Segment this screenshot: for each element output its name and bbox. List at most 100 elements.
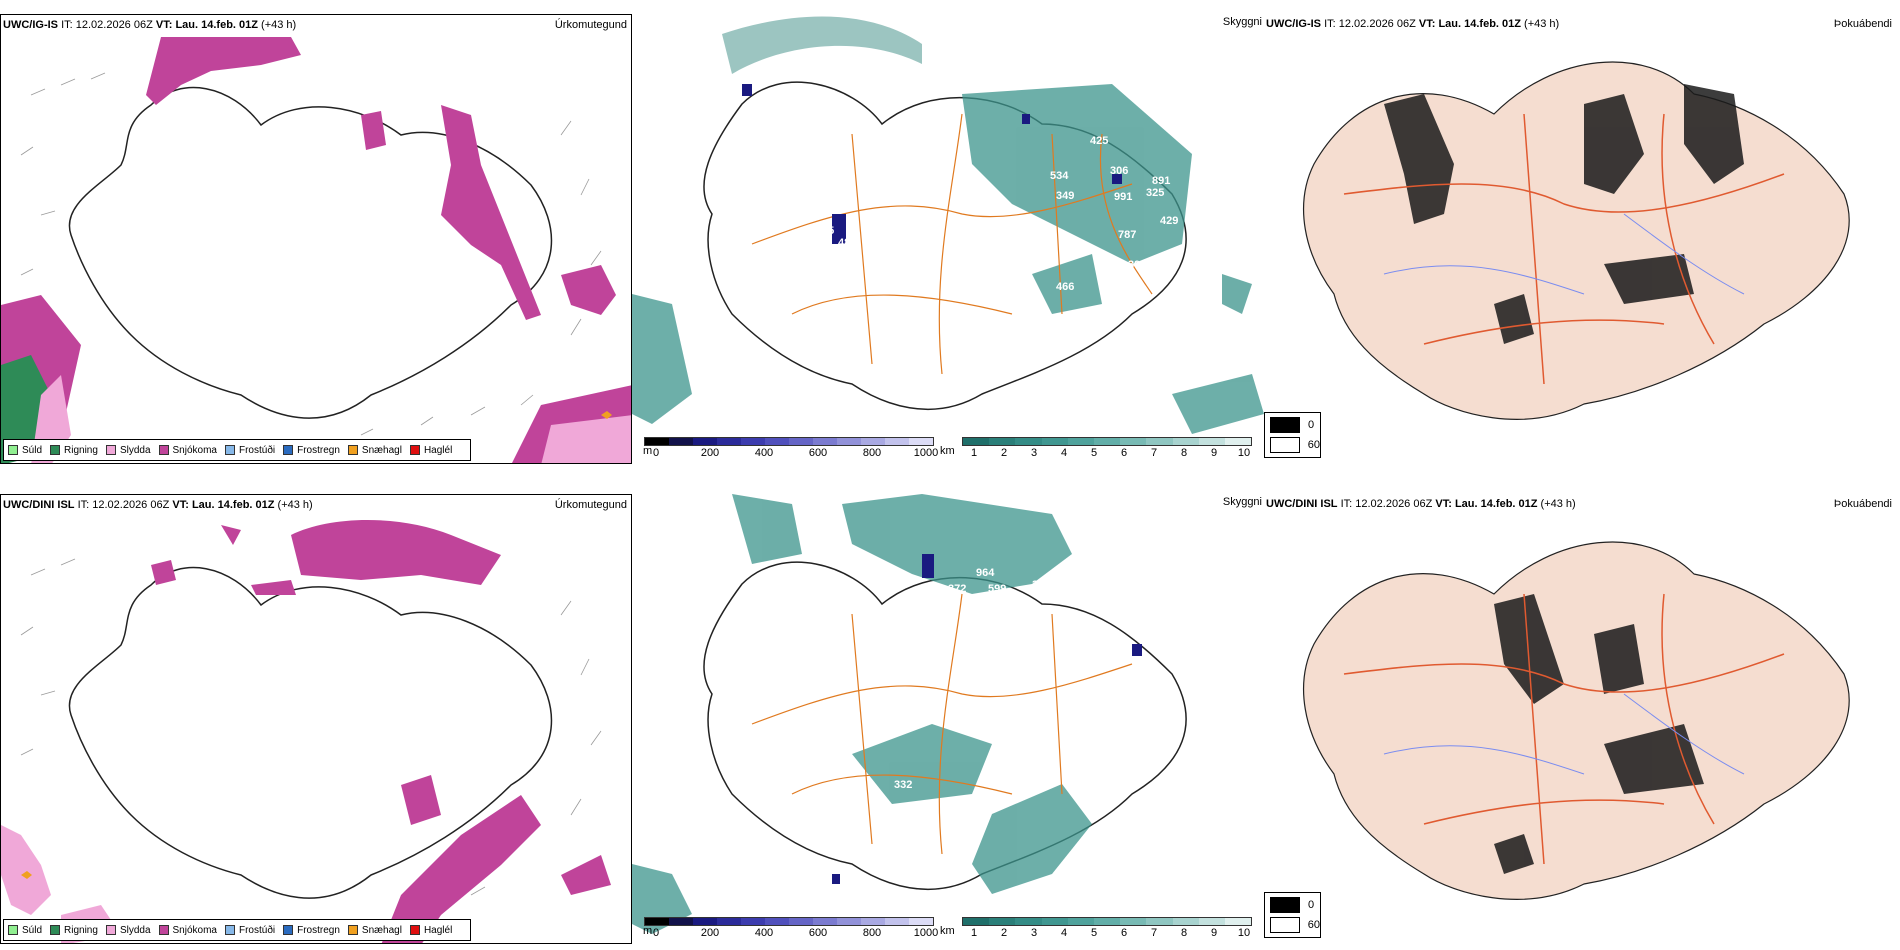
colorbar-tick: 8 <box>1180 447 1188 459</box>
legend-item: Snjókoma <box>158 444 217 456</box>
ceiling-colorbar: 0 200 400 600 800 1000 m <box>643 437 938 460</box>
colorbar-cell <box>717 438 741 445</box>
colorbar-cell <box>1067 438 1094 445</box>
colorbar-cell <box>741 438 765 445</box>
legend-label: Haglél <box>423 924 453 936</box>
colorbar-cell <box>909 438 933 445</box>
fog-panel-row1: UWC/IG-IS IT: 12.02.2026 06Z VT: Lau. 14… <box>1264 14 1900 464</box>
colorbar-tick: 600 <box>808 447 828 459</box>
visibility-map: 964 372 599 386 740 564 332 845 219 23 <box>632 494 1187 934</box>
colorbar-cell <box>909 918 933 925</box>
colorbar-tick: 2 <box>1000 447 1008 459</box>
ceiling-value-label: 149 <box>772 89 790 101</box>
colorbar-cell <box>837 438 861 445</box>
colorbar-tick: 1000 <box>913 447 939 459</box>
legend-item: Slydda <box>105 925 151 936</box>
colorbar-tick: 2 <box>1000 927 1008 939</box>
legend-label: Snjókoma <box>172 924 217 936</box>
colorbar-tick: 600 <box>808 927 828 939</box>
colorbar-cell <box>717 918 741 925</box>
colorbar-cell <box>765 918 789 925</box>
precip-type-panel-row1: UWC/IG-IS IT: 12.02.2026 06Z VT: Lau. 14… <box>0 14 632 464</box>
legend-swatch <box>8 925 18 935</box>
legend-item: Slydda <box>105 445 151 456</box>
legend-label: Frostúði <box>238 444 276 456</box>
legend-item: Frostregn <box>283 925 340 936</box>
colorbar-tick: 5 <box>1090 927 1098 939</box>
colorbar-cell <box>963 438 990 445</box>
ceiling-value-label: 429 <box>1160 215 1178 227</box>
colorbar-cell <box>1015 918 1042 925</box>
legend-label: Snjókoma <box>172 444 217 456</box>
legend-label: Frostúði <box>238 924 276 936</box>
ceiling-value-label: 386 <box>1032 579 1050 591</box>
ceiling-value-label: 325 <box>1146 187 1164 199</box>
visibility-colorbar: 1 2 3 4 5 6 7 8 9 10 km <box>940 437 1252 460</box>
ceiling-value-label: 219 <box>1102 745 1120 757</box>
colorbar-tick: 1 <box>970 927 978 939</box>
panel-title: Þokuábendi <box>1833 498 1892 510</box>
colorbar-tick: 9 <box>1210 927 1218 939</box>
ceiling-value-label: 564 <box>1114 603 1133 615</box>
colorbar-tick: 200 <box>700 927 720 939</box>
colorbar-tick: 5 <box>1090 447 1098 459</box>
colorbar-tick: 3 <box>1030 447 1038 459</box>
colorbar-cell <box>1120 918 1147 925</box>
colorbar-cell <box>693 918 717 925</box>
ceiling-value-label: 599 <box>988 583 1006 595</box>
colorbar-cell <box>1198 918 1225 925</box>
colorbar-cell <box>813 438 837 445</box>
colorbar-tick: 400 <box>754 927 774 939</box>
ceiling-value-label: 787 <box>1118 229 1136 241</box>
colorbar-cell <box>789 438 813 445</box>
panel-title: Úrkomutegund <box>554 499 627 511</box>
ceiling-value-label: 40 <box>762 155 774 167</box>
colorbar-tick: 1000 <box>913 927 939 939</box>
colorbar-tick: 200 <box>700 447 720 459</box>
colorbar-tick: 0 <box>652 927 660 939</box>
colorbar-tick: 800 <box>862 927 882 939</box>
run-header: UWC/IG-IS IT: 12.02.2026 06Z VT: Lau. 14… <box>3 19 297 31</box>
colorbar-cell <box>789 918 813 925</box>
legend-label: Snæhagl <box>361 444 402 456</box>
legend-swatch <box>409 925 420 935</box>
ceiling-value-label: 332 <box>894 779 912 791</box>
ceiling-value-label: 349 <box>1056 190 1074 202</box>
legend-swatch <box>224 925 235 935</box>
fog-map <box>1303 61 1850 420</box>
precip-legend: Súld Rigning Slydda Snjókoma Frostúði Frostre… <box>3 919 471 941</box>
legend-swatch <box>50 925 61 935</box>
colorbar-cell <box>1146 438 1173 445</box>
legend-item: Súld <box>8 445 42 456</box>
legend-swatch <box>409 445 420 455</box>
colorbar-tick: 1 <box>970 447 978 459</box>
legend-label: Rigning <box>64 924 98 936</box>
ceiling-value-label: 425 <box>1090 135 1108 147</box>
legend-label: Haglél <box>423 444 453 456</box>
legend-item: Haglél <box>409 444 453 456</box>
legend-item: Súld <box>8 925 42 936</box>
colorbar-cell <box>1120 438 1147 445</box>
colorbar-tick: 400 <box>754 447 774 459</box>
ceiling-value-label: 372 <box>948 583 966 595</box>
colorbar-cell <box>1146 918 1173 925</box>
ceiling-value-label: 48 <box>838 237 850 249</box>
legend-label: Frostregn <box>297 444 340 456</box>
colorbar-cell <box>885 918 909 925</box>
fog-map <box>1303 541 1850 900</box>
ceiling-value-label: 25 <box>780 125 792 137</box>
ceiling-value-label: 466 <box>1056 281 1074 293</box>
legend-item: Rigning <box>50 445 98 456</box>
ceiling-colorbar: 0 200 400 600 800 1000 m <box>643 917 938 940</box>
ceiling-value-label: 964 <box>976 567 995 579</box>
fog-legend: 0 60 <box>1264 412 1321 458</box>
legend-swatch <box>347 445 358 455</box>
colorbar-tick: 9 <box>1210 447 1218 459</box>
panel-title: Þokuábendi <box>1833 18 1892 30</box>
colorbar-tick: 10 <box>1237 927 1251 939</box>
colorbar-cell <box>1093 918 1121 925</box>
legend-swatch <box>105 925 116 935</box>
colorbar-tick: 6 <box>1120 927 1128 939</box>
legend-swatch <box>105 445 116 455</box>
colorbar-cell <box>669 918 693 925</box>
